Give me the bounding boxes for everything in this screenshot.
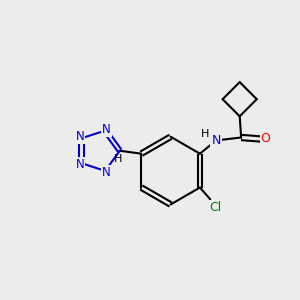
- Text: H: H: [201, 129, 209, 139]
- Text: N: N: [76, 130, 84, 143]
- Text: N: N: [102, 166, 111, 179]
- Text: N: N: [212, 134, 221, 147]
- Text: O: O: [261, 133, 271, 146]
- Text: N: N: [102, 123, 111, 136]
- Text: H: H: [114, 154, 123, 164]
- Text: Cl: Cl: [209, 201, 222, 214]
- Text: N: N: [76, 158, 84, 171]
